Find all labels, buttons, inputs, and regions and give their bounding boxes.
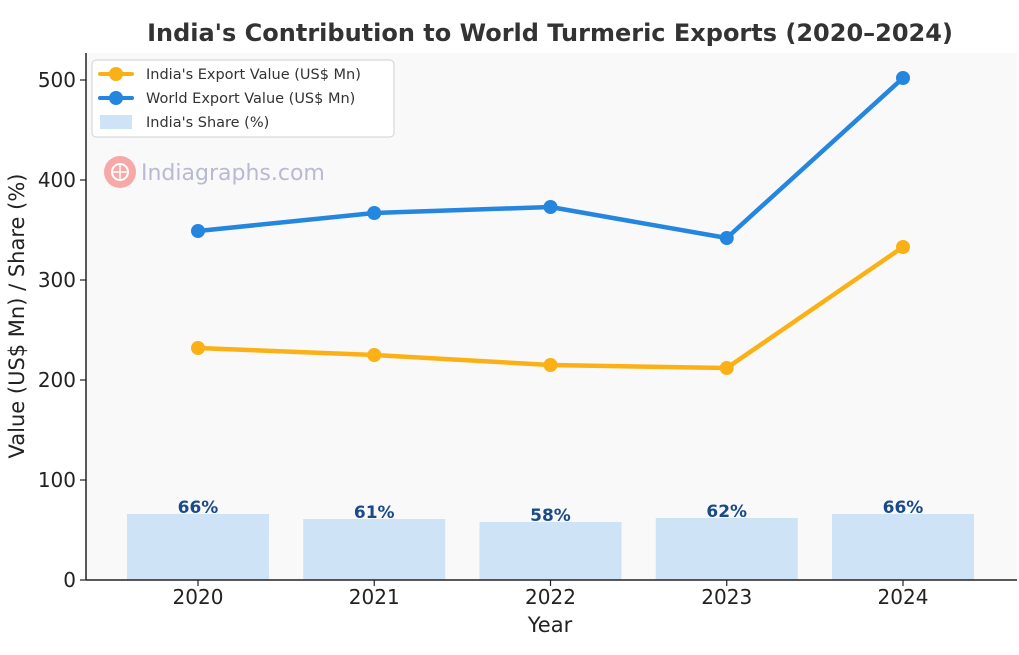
- india-point-2021: [367, 348, 382, 362]
- watermark: Indiagraphs.com: [104, 156, 325, 188]
- x-axis-label: Year: [527, 613, 573, 637]
- share-bar-2022: [479, 522, 622, 580]
- india-point-2022: [543, 358, 558, 372]
- y-axis-label: Value (US$ Mn) / Share (%): [5, 174, 29, 459]
- share-bar-label-2022: 58%: [530, 506, 571, 526]
- axes: 0 100 200 300 400 500 2020 2021 2022 2023 2024: [38, 53, 1017, 609]
- legend: India's Export Value (US$ Mn) World Expo…: [91, 59, 395, 138]
- share-bar-2021: [303, 519, 446, 580]
- legend-item-world: World Export Value (US$ Mn): [98, 91, 355, 107]
- india-point-2024: [896, 240, 910, 254]
- y-tick-label-400: 400: [38, 168, 76, 192]
- legend-swatch-india-marker: [109, 67, 123, 81]
- y-tick-label-100: 100: [38, 468, 76, 492]
- legend-box: [91, 59, 395, 138]
- value-lines: [191, 71, 910, 375]
- legend-item-share: India's Share (%): [100, 115, 269, 131]
- legend-label-world: World Export Value (US$ Mn): [146, 91, 355, 107]
- world-point-2020: [191, 224, 205, 238]
- x-tick-label-2021: 2021: [349, 585, 400, 609]
- share-bar-2023: [655, 518, 798, 580]
- watermark-text: Indiagraphs.com: [141, 161, 325, 186]
- chart-title: India's Contribution to World Turmeric E…: [147, 19, 953, 47]
- share-bar-label-2024: 66%: [883, 498, 924, 518]
- world-point-2023: [719, 231, 734, 245]
- legend-label-share: India's Share (%): [146, 115, 269, 131]
- world-point-2024: [896, 71, 910, 85]
- x-tick-label-2023: 2023: [701, 585, 752, 609]
- legend-swatch-world-marker: [109, 91, 123, 105]
- share-bar-label-2020: 66%: [178, 498, 219, 518]
- legend-item-india: India's Export Value (US$ Mn): [98, 67, 361, 83]
- india-point-2023: [719, 361, 734, 375]
- world-point-2021: [367, 206, 382, 220]
- indiagraphs-logo-icon: [104, 156, 136, 188]
- plot-area: [86, 53, 1017, 580]
- y-tick-label-200: 200: [38, 368, 76, 392]
- share-bars: 66% 61% 58% 62% 66%: [127, 498, 974, 580]
- share-bar-label-2023: 62%: [706, 502, 747, 522]
- y-tick-label-0: 0: [63, 568, 76, 592]
- share-bar-2024: [832, 514, 974, 580]
- share-bar-label-2021: 61%: [354, 503, 395, 523]
- x-tick-label-2020: 2020: [173, 585, 224, 609]
- world-point-2022: [543, 200, 558, 214]
- x-tick-label-2022: 2022: [525, 585, 576, 609]
- india-point-2020: [191, 341, 205, 355]
- legend-label-india: India's Export Value (US$ Mn): [146, 67, 361, 83]
- legend-swatch-share: [100, 115, 132, 129]
- share-bar-2020: [127, 514, 269, 580]
- y-tick-label-500: 500: [38, 68, 76, 92]
- x-tick-label-2024: 2024: [878, 585, 929, 609]
- y-tick-label-300: 300: [38, 268, 76, 292]
